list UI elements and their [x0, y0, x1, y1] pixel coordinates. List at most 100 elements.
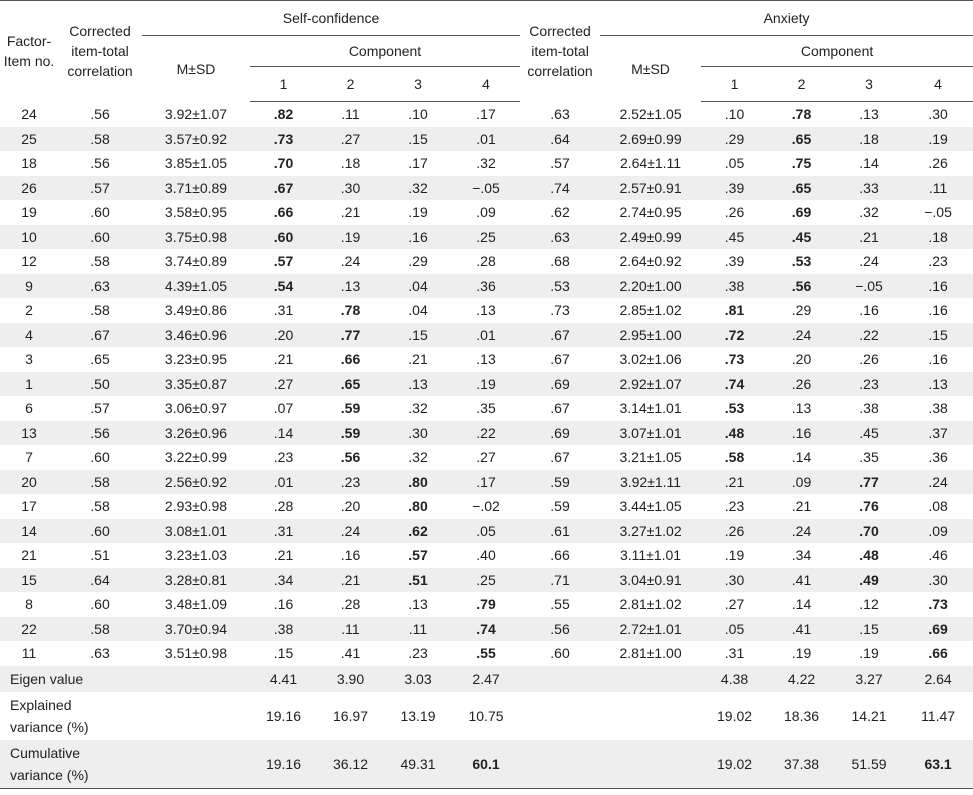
sc-msd-cell: 3.22±0.99 — [164, 449, 228, 466]
ax-msd-cell: 3.44±1.05 — [619, 498, 682, 515]
sc-component-3: 3 — [384, 66, 452, 102]
ax-loading-4-cell: .38 — [928, 400, 948, 417]
ax-loading-3-cell: .32 — [859, 204, 879, 221]
table-row: 18 .56 3.85±1.05 .70 .18 .17 .32 .57 2.64±1.11 .0… — [0, 151, 973, 176]
ax-loading-1-cell: .05 — [701, 616, 769, 641]
item-no-cell: 10 — [0, 224, 58, 249]
table-row: 11 .63 3.51±0.98 .15 .41 .23 .55 .60 2.81±1.00 .3… — [0, 641, 973, 666]
sc-loading-4-cell: .28 — [476, 253, 496, 270]
table-row: 10.60 3.75±0.98.60.19.16.25.63 2.49±0.99.4… — [0, 224, 973, 249]
table-row: 8 .60 3.48±1.09 .16 .28 .13 .79 .55 2.81±1.02 .27… — [0, 592, 973, 617]
sc-loading-3-cell: .80 — [384, 469, 452, 494]
ax-msd-cell: 2.64±1.11 — [619, 155, 682, 172]
sc-corrected-cell: .58 — [58, 616, 142, 641]
ax-corrected-cell: .68 — [550, 253, 570, 270]
ax-corrected-cell: .73 — [550, 302, 570, 319]
sc-loading-3-cell: .29 — [408, 253, 428, 270]
ax-corrected-cell: .59 — [550, 498, 570, 515]
ax-loading-2-cell: .24 — [768, 518, 836, 543]
sc-loading-4-cell: .79 — [476, 596, 496, 613]
eigen-value-label: Eigen value — [0, 665, 250, 692]
ax-corrected-cell: .69 — [520, 420, 601, 445]
sc-loading-3-cell: .80 — [408, 498, 428, 515]
sc-loading-4-cell: .17 — [452, 469, 521, 494]
sc-cumulative-1: 19.16 — [250, 739, 317, 789]
ax-msd-cell: 2.52±1.05 — [619, 106, 682, 122]
sc-msd-cell: 3.92±1.07 — [164, 106, 228, 122]
sc-loading-4-cell: .19 — [452, 371, 521, 396]
ax-msd-cell: 3.27±1.02 — [600, 518, 702, 543]
item-no-cell: 4 — [0, 322, 58, 347]
sc-loading-3-cell: .32 — [408, 449, 428, 466]
ax-msd-cell: 2.49±0.99 — [600, 224, 702, 249]
ax-loading-3-cell: .48 — [859, 547, 879, 564]
sc-corrected-cell: .50 — [58, 371, 142, 396]
ax-loading-4-cell: .11 — [903, 175, 973, 200]
ax-loading-1-cell: .23 — [724, 498, 745, 515]
ax-loading-1-cell: .30 — [701, 567, 769, 592]
ax-corrected-cell: .67 — [520, 322, 601, 347]
ax-msd-cell: 3.21±1.05 — [619, 449, 682, 466]
ax-loading-2-cell: .19 — [791, 645, 812, 662]
ax-loading-3-cell: .13 — [859, 106, 879, 123]
ax-msd-cell: 2.95±1.00 — [600, 322, 702, 347]
ax-msd-cell: 2.92±1.07 — [600, 371, 702, 396]
ax-msd-cell: 3.02±1.06 — [619, 351, 682, 368]
item-no-cell: 14 — [0, 518, 58, 543]
table-row: 7 .60 3.22±0.99 .23 .56 .32 .27 .67 3.21±1.05 .58… — [0, 445, 973, 470]
sc-loading-4-cell: .40 — [476, 547, 496, 564]
ax-corrected-cell: .67 — [550, 351, 570, 368]
item-no-cell: 20 — [0, 469, 58, 494]
sc-msd-cell: 3.49±0.86 — [164, 302, 228, 319]
sc-msd-cell: 3.23±1.03 — [164, 547, 228, 564]
sc-msd-cell: 3.75±0.98 — [142, 224, 250, 249]
ax-eigen-1: 4.38 — [701, 665, 769, 692]
item-no-cell: 13 — [0, 420, 58, 445]
table-row: 1.50 3.35±0.87.27.65.13.19.69 2.92±1.07.74… — [0, 371, 973, 396]
ax-loading-4-cell: .09 — [903, 518, 973, 543]
ax-loading-2-cell: .56 — [768, 273, 836, 298]
sc-loading-4-cell: .27 — [476, 449, 496, 466]
sc-loading-2-cell: .24 — [340, 253, 361, 270]
sc-loading-3-cell: .32 — [408, 400, 428, 417]
sc-corrected-cell: .58 — [90, 302, 110, 319]
ax-loading-3-cell: .12 — [859, 596, 879, 613]
ax-loading-2-cell: .65 — [768, 126, 836, 151]
sc-loading-4-cell: .22 — [452, 420, 521, 445]
sc-loading-3-cell: .21 — [408, 351, 428, 368]
ax-msd-cell: 3.04±0.91 — [600, 567, 702, 592]
ax-loading-4-cell: .18 — [903, 224, 973, 249]
ax-corrected-cell: .64 — [520, 126, 601, 151]
sc-loading-3-cell: .57 — [408, 547, 428, 564]
sc-loading-1-cell: .15 — [273, 645, 294, 662]
sc-eigen-2: 3.90 — [317, 665, 384, 692]
sc-loading-3-cell: .16 — [384, 224, 452, 249]
ax-loading-4-cell: .15 — [903, 322, 973, 347]
ax-loading-3-cell: −.05 — [835, 273, 904, 298]
ax-loading-4-cell: .26 — [928, 155, 948, 172]
ax-corrected-header: Corrected item-total correlation — [520, 0, 601, 102]
ax-msd-cell: 3.14±1.01 — [619, 400, 682, 417]
sc-loading-1-cell: .66 — [273, 204, 294, 221]
ax-msd-cell: 2.64±0.92 — [619, 253, 682, 270]
table-row: 13.56 3.26±0.96.14.59.30.22.69 3.07±1.01.4… — [0, 420, 973, 445]
ax-component-2: 2 — [768, 66, 836, 102]
sc-loading-1-cell: .34 — [250, 567, 317, 592]
cumulative-variance-label: Cumulative variance (%) — [0, 739, 250, 789]
ax-corrected-cell: .67 — [550, 400, 570, 417]
sc-loading-3-cell: .51 — [384, 567, 452, 592]
ax-explained-2: 18.36 — [768, 691, 836, 740]
sc-loading-2-cell: .27 — [317, 126, 384, 151]
ax-msd-cell: 2.81±1.02 — [619, 596, 682, 613]
sc-corrected-cell: .64 — [58, 567, 142, 592]
ax-loading-4-cell: .08 — [928, 498, 948, 515]
table-row: 19 .60 3.58±0.95 .66 .21 .19 .09 .62 2.74±0.95 .2… — [0, 200, 973, 225]
table-row: 14.60 3.08±1.01.31.24.62.05.61 3.27±1.02.2… — [0, 518, 973, 543]
eigen-value-row: Eigen value 4.41 3.90 3.03 2.47 4.38 4.2… — [0, 665, 973, 692]
sc-component-header: Component — [250, 35, 521, 67]
sc-loading-4-cell: .74 — [452, 616, 521, 641]
sc-loading-3-cell: .23 — [408, 645, 428, 662]
ax-loading-2-cell: .41 — [768, 567, 836, 592]
ax-loading-4-cell: .30 — [928, 106, 948, 123]
ax-corrected-cell: .56 — [520, 616, 601, 641]
